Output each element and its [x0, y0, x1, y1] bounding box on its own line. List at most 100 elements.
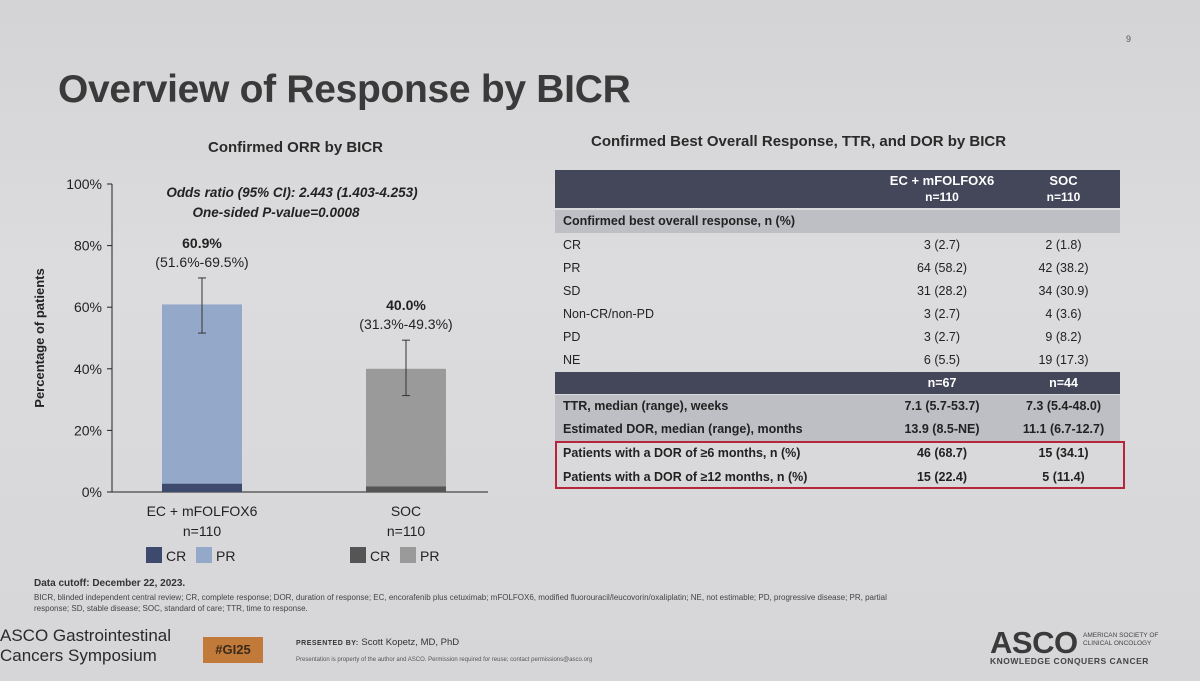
- x-category-n-0: n=110: [183, 523, 221, 539]
- table-row: CR 3 (2.7) 2 (1.8): [555, 234, 1120, 257]
- table-row: Patients with a DOR of ≥12 months, n (%)…: [555, 466, 1120, 489]
- y-tick-label: 0%: [82, 484, 102, 500]
- row-col2: 34 (30.9): [1038, 284, 1089, 298]
- legend-label-pr-0: PR: [216, 548, 235, 564]
- y-tick-label: 40%: [74, 361, 102, 377]
- presented-by-label: PRESENTED BY:: [296, 640, 359, 647]
- orr-bar-chart: 0% 20% 40% 60% 80% 100% Percentage of patients…: [32, 176, 488, 564]
- ci-label-0: (51.6%-69.5%): [155, 254, 248, 270]
- ci-label-1: (31.3%-49.3%): [359, 316, 452, 332]
- table-row: Non-CR/non-PD 3 (2.7) 4 (3.6): [555, 303, 1120, 326]
- row-col1: 31 (28.2): [916, 284, 968, 298]
- asco-gi-line1: ASCO Gastrointestinal: [0, 626, 172, 645]
- row-label: Non-CR/non-PD: [563, 307, 655, 321]
- odds-ratio-annotation: Odds ratio (95% CI): 2.443 (1.403-4.253): [166, 185, 418, 200]
- row-label: Estimated DOR, median (range), months: [563, 422, 803, 436]
- row-col1: 7.1 (5.7-53.7): [904, 399, 980, 413]
- asco-logo: ASCO: [990, 625, 1078, 660]
- table-row: Estimated DOR, median (range), months 13.…: [555, 418, 1120, 441]
- bar-pr-0: [162, 304, 242, 484]
- row-col1: 64 (58.2): [916, 261, 968, 275]
- subheader-col2: n=44: [1049, 376, 1078, 390]
- asco-tagline: KNOWLEDGE CONQUERS CANCER: [990, 656, 1149, 666]
- row-label: PR: [563, 261, 581, 275]
- bar-cr-1: [366, 486, 446, 492]
- value-label-1: 40.0%: [386, 297, 426, 313]
- x-category-n-1: n=110: [387, 523, 425, 539]
- row-col1: 13.9 (8.5-NE): [904, 422, 980, 436]
- asco-society-name: AMERICAN SOCIETY OF CLINICAL ONCOLOGY: [1083, 632, 1158, 648]
- row-col2: 9 (8.2): [1045, 330, 1082, 344]
- row-col2: 5 (11.4): [1042, 470, 1085, 484]
- asco-gi-logo: ASCO Gastrointestinal Cancers Symposium: [0, 626, 171, 666]
- table-row: PR 64 (58.2) 42 (38.2): [555, 257, 1120, 280]
- abbreviations-line1: BICR, blinded independent central review…: [34, 593, 887, 602]
- asco-society-line2: CLINICAL ONCOLOGY: [1083, 640, 1152, 647]
- row-label: Patients with a DOR of ≥6 months, n (%): [563, 446, 801, 460]
- asco-gi-line2: Cancers Symposium: [0, 646, 157, 665]
- x-category-label-1: SOC: [391, 503, 421, 519]
- y-tick-label: 80%: [74, 238, 102, 254]
- bar-cr-0: [162, 483, 242, 492]
- y-tick-label: 20%: [74, 422, 102, 438]
- page-number: 9: [1126, 34, 1132, 44]
- presented-by: PRESENTED BY: Scott Kopetz, MD, PhD: [296, 637, 459, 648]
- col2-n: n=110: [1046, 190, 1081, 204]
- row-col1: 3 (2.7): [923, 307, 961, 321]
- row-col2: 4 (3.6): [1045, 307, 1082, 321]
- legend-label-cr-1: CR: [370, 548, 390, 564]
- row-label: PD: [563, 330, 581, 344]
- row-col1: 3 (2.7): [923, 330, 961, 344]
- legend-swatch-cr-1: [350, 547, 366, 563]
- hashtag-badge: #GI25: [203, 637, 263, 663]
- data-cutoff: Data cutoff: December 22, 2023.: [34, 578, 186, 589]
- y-axis-label: Percentage of patients: [32, 268, 47, 407]
- row-col2: 11.1 (6.7-12.7): [1022, 422, 1105, 436]
- slide-title: Overview of Response by BICR: [58, 68, 631, 111]
- asco-society-line1: AMERICAN SOCIETY OF: [1083, 632, 1159, 639]
- x-category-label-0: EC + mFOLFOX6: [147, 503, 258, 519]
- subheader-row: n=67 n=44: [555, 372, 1120, 394]
- legend-label-pr-1: PR: [420, 548, 439, 564]
- row-label: NE: [563, 353, 581, 367]
- y-tick-label: 100%: [66, 176, 102, 192]
- legend-label-cr-0: CR: [166, 548, 186, 564]
- legend-swatch-cr-0: [146, 547, 162, 563]
- row-col1: 3 (2.7): [923, 238, 961, 252]
- highlight-box: [555, 441, 1125, 489]
- table-row: PD 3 (2.7) 9 (8.2): [555, 326, 1120, 349]
- subheader-col1: n=67: [927, 376, 957, 390]
- row-col1: 6 (5.5): [923, 353, 961, 367]
- abbreviations-line2: response; SD, stable disease; SOC, stand…: [34, 604, 308, 613]
- table-title: Confirmed Best Overall Response, TTR, an…: [591, 133, 1007, 150]
- col2-header: SOC: [1049, 173, 1078, 188]
- row-col1: 46 (68.7): [916, 446, 968, 460]
- row-col2: 19 (17.3): [1038, 353, 1089, 367]
- legend-swatch-pr-0: [196, 547, 212, 563]
- table-row: Patients with a DOR of ≥6 months, n (%) 4…: [555, 442, 1120, 465]
- y-tick-label: 60%: [74, 299, 102, 315]
- section-label: Confirmed best overall response, n (%): [563, 214, 795, 228]
- presenter-name: Scott Kopetz, MD, PhD: [361, 637, 460, 648]
- table-header-row: EC + mFOLFOX6 n=110 SOC n=110: [555, 170, 1120, 208]
- table-row: TTR, median (range), weeks 7.1 (5.7-53.7)…: [555, 395, 1120, 418]
- row-col2: 2 (1.8): [1045, 238, 1082, 252]
- table-row: NE 6 (5.5) 19 (17.3): [555, 349, 1120, 372]
- row-label: Patients with a DOR of ≥12 months, n (%): [563, 470, 808, 484]
- property-notice: Presentation is property of the author a…: [296, 657, 593, 663]
- value-label-0: 60.9%: [182, 235, 222, 251]
- table-row: SD 31 (28.2) 34 (30.9): [555, 280, 1120, 303]
- chart-title: Confirmed ORR by BICR: [208, 139, 384, 156]
- legend-swatch-pr-1: [400, 547, 416, 563]
- row-label: CR: [563, 238, 582, 252]
- row-label: TTR, median (range), weeks: [563, 399, 729, 413]
- section-row: Confirmed best overall response, n (%): [555, 210, 1120, 233]
- row-col2: 42 (38.2): [1038, 261, 1089, 275]
- row-col1: 15 (22.4): [916, 470, 968, 484]
- p-value-annotation: One-sided P-value=0.0008: [193, 205, 360, 220]
- row-col2: 15 (34.1): [1038, 446, 1089, 460]
- row-label: SD: [563, 284, 581, 298]
- row-col2: 7.3 (5.4-48.0): [1025, 399, 1102, 413]
- col1-header: EC + mFOLFOX6: [889, 173, 995, 188]
